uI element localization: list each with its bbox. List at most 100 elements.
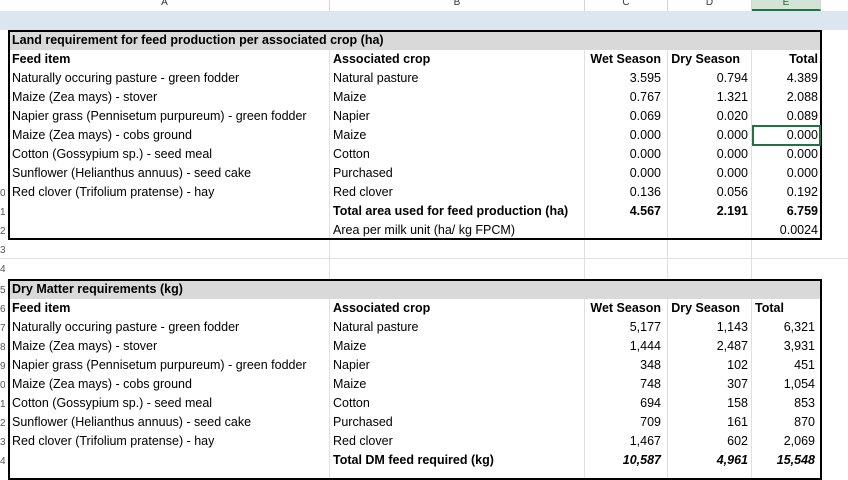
dm-item-cell[interactable]: Maize (Zea mays) - stover bbox=[12, 339, 158, 353]
dm-item-cell[interactable]: Sunflower (Helianthus annuus) - seed cak… bbox=[12, 415, 252, 429]
land-total-dry[interactable]: 2.191 bbox=[716, 204, 748, 218]
land-wet-cell[interactable]: 0.069 bbox=[629, 109, 661, 123]
land-wet-cell[interactable]: 0.000 bbox=[629, 166, 661, 180]
dm-total-cell[interactable]: 451 bbox=[794, 358, 815, 372]
column-header-b[interactable]: B bbox=[330, 0, 585, 11]
land-total-wet[interactable]: 4.567 bbox=[629, 204, 661, 218]
selected-cell-outline[interactable] bbox=[752, 125, 821, 146]
dm-total-dry[interactable]: 4,961 bbox=[716, 453, 748, 467]
row-number[interactable]: 5 bbox=[0, 285, 5, 296]
column-header-a[interactable]: A bbox=[0, 0, 330, 11]
dm-dry-cell[interactable]: 102 bbox=[727, 358, 748, 372]
dm-wet-cell[interactable]: 1,444 bbox=[629, 339, 661, 353]
land-wet-cell[interactable]: 0.136 bbox=[629, 185, 661, 199]
land-total-cell[interactable]: 0.192 bbox=[786, 185, 818, 199]
dm-total-total[interactable]: 15,548 bbox=[776, 453, 815, 467]
land-total-cell[interactable]: 0.000 bbox=[786, 128, 818, 142]
land-dry-cell[interactable]: 0.794 bbox=[716, 71, 748, 85]
dm-crop-cell[interactable]: Napier bbox=[333, 358, 370, 372]
land-total-cell[interactable]: 2.088 bbox=[786, 90, 818, 104]
land-dry-cell[interactable]: 0.056 bbox=[716, 185, 748, 199]
row-number[interactable]: 8 bbox=[0, 342, 5, 353]
land-crop-cell[interactable]: Maize bbox=[333, 128, 367, 142]
land-item-cell[interactable]: Naturally occuring pasture - green fodde… bbox=[12, 71, 240, 85]
dm-item-cell[interactable]: Cotton (Gossypium sp.) - seed meal bbox=[12, 396, 213, 410]
row-number[interactable]: 7 bbox=[0, 323, 5, 334]
dm-dry-cell[interactable]: 602 bbox=[727, 434, 748, 448]
row-number[interactable]: 6 bbox=[0, 304, 5, 315]
dm-total-cell[interactable]: 870 bbox=[794, 415, 815, 429]
land-dry-cell[interactable]: 0.000 bbox=[716, 166, 748, 180]
dm-total-cell[interactable]: 1,054 bbox=[783, 377, 815, 391]
land-dry-cell[interactable]: 0.000 bbox=[716, 147, 748, 161]
land-wet-cell[interactable]: 0.000 bbox=[629, 147, 661, 161]
row-number[interactable]: 4 bbox=[0, 456, 5, 467]
column-header-c[interactable]: C bbox=[585, 0, 668, 11]
land-item-cell[interactable]: Sunflower (Helianthus annuus) - seed cak… bbox=[12, 166, 252, 180]
land-item-cell[interactable]: Maize (Zea mays) - stover bbox=[12, 90, 158, 104]
dm-wet-cell[interactable]: 694 bbox=[640, 396, 661, 410]
dm-wet-cell[interactable]: 348 bbox=[640, 358, 661, 372]
dm-item-cell[interactable]: Napier grass (Pennisetum purpureum) - gr… bbox=[12, 358, 307, 372]
land-crop-cell[interactable]: Purchased bbox=[333, 166, 393, 180]
dm-item-cell[interactable]: Naturally occuring pasture - green fodde… bbox=[12, 320, 240, 334]
gridline bbox=[329, 30, 330, 478]
land-item-cell[interactable]: Maize (Zea mays) - cobs ground bbox=[12, 128, 192, 142]
land-item-cell[interactable]: Cotton (Gossypium sp.) - seed meal bbox=[12, 147, 213, 161]
row-number[interactable]: 9 bbox=[0, 361, 5, 372]
land-item-cell[interactable]: Napier grass (Pennisetum purpureum) - gr… bbox=[12, 109, 307, 123]
land-dry-cell[interactable]: 0.020 bbox=[716, 109, 748, 123]
land-wet-cell[interactable]: 0.000 bbox=[629, 128, 661, 142]
land-crop-cell[interactable]: Maize bbox=[333, 90, 367, 104]
land-header-wet: Wet Season bbox=[590, 52, 661, 66]
dm-crop-cell[interactable]: Cotton bbox=[333, 396, 370, 410]
dm-dry-cell[interactable]: 158 bbox=[727, 396, 748, 410]
column-header-e[interactable]: E bbox=[752, 0, 821, 11]
dm-total-cell[interactable]: 2,069 bbox=[783, 434, 815, 448]
land-total-cell[interactable]: 0.000 bbox=[786, 166, 818, 180]
row-number[interactable]: 3 bbox=[0, 245, 5, 256]
row-number[interactable]: 4 bbox=[0, 264, 5, 275]
land-per-unit-value[interactable]: 0.0024 bbox=[779, 223, 818, 237]
dm-item-cell[interactable]: Maize (Zea mays) - cobs ground bbox=[12, 377, 192, 391]
dm-wet-cell[interactable]: 1,467 bbox=[629, 434, 661, 448]
dm-crop-cell[interactable]: Maize bbox=[333, 377, 367, 391]
row-number[interactable]: 0 bbox=[0, 188, 5, 199]
dm-crop-cell[interactable]: Red clover bbox=[333, 434, 393, 448]
dm-wet-cell[interactable]: 709 bbox=[640, 415, 661, 429]
land-dry-cell[interactable]: 0.000 bbox=[716, 128, 748, 142]
land-total-cell[interactable]: 4.389 bbox=[786, 71, 818, 85]
dm-wet-cell[interactable]: 5,177 bbox=[629, 320, 661, 334]
land-crop-cell[interactable]: Cotton bbox=[333, 147, 370, 161]
land-total-cell[interactable]: 0.089 bbox=[786, 109, 818, 123]
land-total-total[interactable]: 6.759 bbox=[786, 204, 818, 218]
dm-wet-cell[interactable]: 748 bbox=[640, 377, 661, 391]
land-crop-cell[interactable]: Napier bbox=[333, 109, 370, 123]
dm-dry-cell[interactable]: 2,487 bbox=[716, 339, 748, 353]
dm-crop-cell[interactable]: Natural pasture bbox=[333, 320, 419, 334]
dm-dry-cell[interactable]: 161 bbox=[727, 415, 748, 429]
dm-crop-cell[interactable]: Purchased bbox=[333, 415, 393, 429]
dm-total-cell[interactable]: 853 bbox=[794, 396, 815, 410]
row-number[interactable]: 1 bbox=[0, 399, 5, 410]
column-header-d[interactable]: D bbox=[668, 0, 752, 11]
land-dry-cell[interactable]: 1.321 bbox=[716, 90, 748, 104]
dm-dry-cell[interactable]: 1,143 bbox=[716, 320, 748, 334]
dm-total-wet[interactable]: 10,587 bbox=[622, 453, 661, 467]
row-number[interactable]: 0 bbox=[0, 380, 5, 391]
land-total-cell[interactable]: 0.000 bbox=[786, 147, 818, 161]
dm-dry-cell[interactable]: 307 bbox=[727, 377, 748, 391]
row-number[interactable]: 2 bbox=[0, 418, 5, 429]
land-crop-cell[interactable]: Red clover bbox=[333, 185, 393, 199]
dm-total-cell[interactable]: 3,931 bbox=[783, 339, 815, 353]
row-number[interactable]: 2 bbox=[0, 226, 5, 237]
land-wet-cell[interactable]: 0.767 bbox=[629, 90, 661, 104]
row-number[interactable]: 3 bbox=[0, 437, 5, 448]
dm-crop-cell[interactable]: Maize bbox=[333, 339, 367, 353]
dm-total-cell[interactable]: 6,321 bbox=[783, 320, 815, 334]
row-number[interactable]: 1 bbox=[0, 207, 5, 218]
land-crop-cell[interactable]: Natural pasture bbox=[333, 71, 419, 85]
dm-item-cell[interactable]: Red clover (Trifolium pratense) - hay bbox=[12, 434, 215, 448]
land-wet-cell[interactable]: 3.595 bbox=[629, 71, 661, 85]
land-item-cell[interactable]: Red clover (Trifolium pratense) - hay bbox=[12, 185, 215, 199]
